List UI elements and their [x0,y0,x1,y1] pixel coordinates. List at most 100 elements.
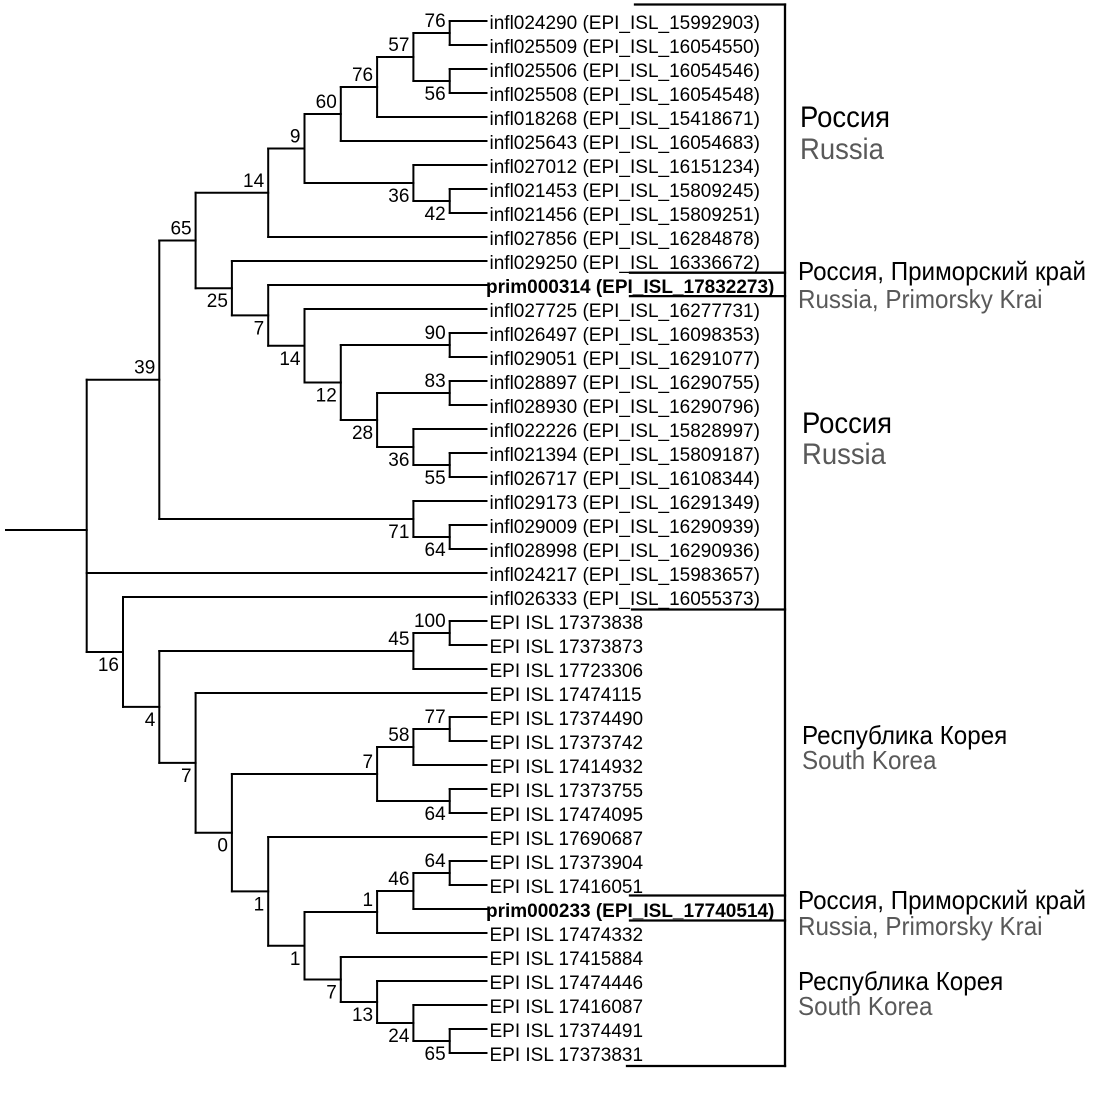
taxon-label: EPI ISL 17416087 [490,997,644,1018]
taxon-label: EPI ISL 17690687 [490,829,644,850]
taxon-label: EPI ISL 17373904 [490,853,644,874]
taxon-label: prim000314 (EPI_ISL_17832273) [486,277,774,298]
region-label-russia-1: Россия Russia [800,100,891,166]
bootstrap-value: 71 [388,522,409,543]
taxon-label: infl029250 (EPI_ISL_16336672) [490,253,760,274]
taxon-label: infl029173 (EPI_ISL_16291349) [490,493,760,514]
bootstrap-value: 39 [134,358,155,379]
taxon-label: infl028998 (EPI_ISL_16290936) [490,541,760,562]
taxon-label: infl025508 (EPI_ISL_16054548) [490,85,760,106]
bootstrap-value: 55 [425,468,446,489]
region-label-ru: Россия [800,100,891,134]
bootstrap-value: 65 [170,218,191,239]
bootstrap-value: 13 [352,1005,373,1026]
bootstrap-value: 25 [207,291,228,312]
bootstrap-value: 4 [145,710,156,731]
region-label-south-korea-2: Республика Корея South Korea [798,968,1003,1019]
taxon-label: infl021456 (EPI_ISL_15809251) [490,205,760,226]
bootstrap-value: 60 [316,92,337,113]
bootstrap-value: 0 [217,836,228,857]
taxon-label: infl026497 (EPI_ISL_16098353) [490,325,760,346]
bootstrap-value: 7 [363,752,374,773]
taxon-label: EPI ISL 17374490 [490,709,644,730]
bootstrap-value: 7 [181,766,192,787]
taxon-label: infl028897 (EPI_ISL_16290755) [490,373,760,394]
taxon-label: infl027725 (EPI_ISL_16277731) [490,301,760,322]
taxon-label: EPI ISL 17474095 [490,805,644,826]
taxon-label: infl018268 (EPI_ISL_15418671) [490,109,760,130]
taxon-label: infl026333 (EPI_ISL_16055373) [490,589,760,610]
bootstrap-value: 1 [363,890,374,911]
taxon-label: infl021394 (EPI_ISL_15809187) [490,445,760,466]
region-label-en: South Korea [798,990,933,1021]
bootstrap-value: 12 [316,386,337,407]
bootstrap-value: 83 [425,371,446,392]
bootstrap-value: 1 [254,894,265,915]
bootstrap-value: 46 [388,869,409,890]
region-label-primorsky-2: Россия, Приморский край Russia, Primorsk… [798,887,1086,939]
bootstrap-value: 9 [290,127,301,148]
taxon-label: infl029051 (EPI_ISL_16291077) [490,349,760,370]
bootstrap-value: 36 [388,186,409,207]
region-label-en: Russia [802,438,886,472]
region-label-ru: Россия [802,407,893,441]
bootstrap-value: 58 [388,725,409,746]
bootstrap-value: 24 [388,1026,410,1047]
region-label-ru: Россия, Приморский край [798,884,1086,915]
taxon-label: EPI ISL 17373831 [490,1045,644,1066]
taxon-label: infl024217 (EPI_ISL_15983657) [490,565,760,586]
bootstrap-value: 77 [425,707,446,728]
taxon-label: infl025506 (EPI_ISL_16054546) [490,61,760,82]
region-label-ru: Республика Корея [798,965,1004,996]
bootstrap-value: 56 [425,84,446,105]
taxon-label: infl028930 (EPI_ISL_16290796) [490,397,760,418]
taxon-label: EPI ISL 17414932 [490,757,644,778]
bootstrap-value: 28 [352,423,373,444]
bootstrap-value: 16 [98,655,119,676]
bootstrap-value: 64 [425,540,447,561]
bootstrap-value: 7 [326,983,337,1004]
taxon-label: EPI ISL 17723306 [490,661,644,682]
taxon-label: EPI ISL 17373873 [490,637,644,658]
taxon-label: infl024290 (EPI_ISL_15992903) [490,13,760,34]
bootstrap-value: 45 [388,629,409,650]
region-label-en: Russia, Primorsky Krai [798,910,1043,941]
bootstrap-value: 76 [352,65,373,86]
bootstrap-value: 1 [290,949,301,970]
taxon-label: EPI ISL 17474446 [490,973,644,994]
taxon-label: infl025643 (EPI_ISL_16054683) [490,133,760,154]
taxon-label: EPI ISL 17373755 [490,781,644,802]
region-label-primorsky-1: Россия, Приморский край Russia, Primorsk… [798,258,1086,312]
taxon-label: infl029009 (EPI_ISL_16290939) [490,517,760,538]
taxon-label: EPI ISL 17373838 [490,613,644,634]
bootstrap-value: 36 [388,450,409,471]
taxon-label: infl026717 (EPI_ISL_16108344) [490,469,760,490]
bootstrap-value: 65 [425,1044,446,1065]
taxon-label: infl027856 (EPI_ISL_16284878) [490,229,760,250]
taxon-label: EPI ISL 17416051 [490,877,644,898]
taxon-label: prim000233 (EPI_ISL_17740514) [486,901,774,922]
bootstrap-value: 90 [425,323,446,344]
bootstrap-value: 64 [425,804,447,825]
region-label-russia-2: Россия Russia [802,409,892,470]
bootstrap-value: 14 [243,171,265,192]
region-label-en: Russia, Primorsky Krai [798,283,1043,314]
region-label-en: South Korea [802,744,937,775]
region-label-south-korea-1: Республика Корея South Korea [802,722,1007,773]
taxon-label: infl021453 (EPI_ISL_15809245) [490,181,760,202]
taxon-label: EPI ISL 17474115 [490,685,642,706]
bootstrap-value: 64 [425,851,447,872]
bootstrap-value: 14 [279,349,301,370]
bootstrap-value: 57 [388,35,409,56]
taxon-label: EPI ISL 17474332 [490,925,644,946]
bootstrap-value: 76 [425,11,446,32]
taxon-label: EPI ISL 17374491 [490,1021,644,1042]
taxon-label: EPI ISL 17415884 [490,949,644,970]
bootstrap-value: 100 [414,611,446,632]
region-label-ru: Республика Корея [802,719,1008,750]
bootstrap-value: 42 [425,204,446,225]
taxon-label: infl025509 (EPI_ISL_16054550) [490,37,760,58]
region-label-en: Russia [800,132,884,166]
